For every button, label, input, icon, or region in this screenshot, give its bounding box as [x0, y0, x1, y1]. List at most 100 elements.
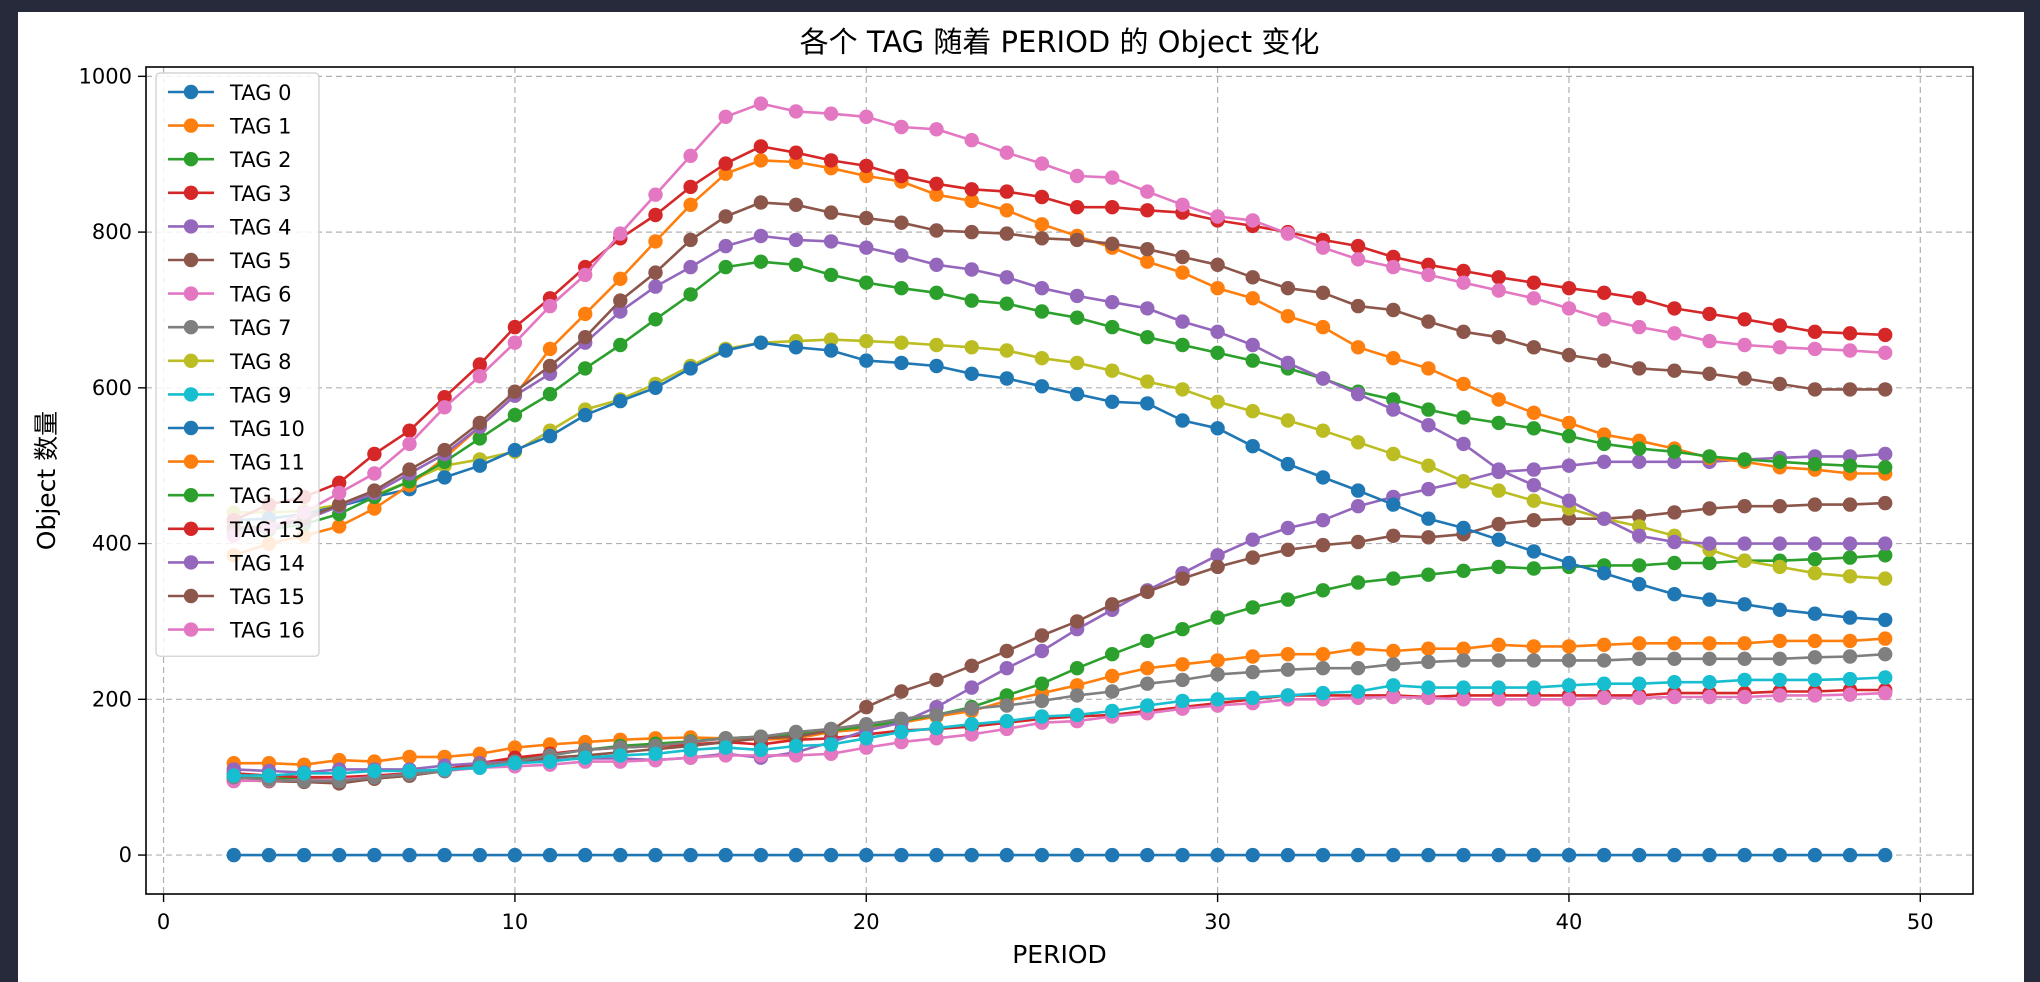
legend-label: TAG 7	[229, 316, 292, 340]
data-point	[1632, 319, 1647, 335]
data-point	[999, 643, 1014, 659]
data-point	[1456, 324, 1471, 339]
data-point	[578, 330, 593, 345]
data-point	[1702, 333, 1717, 349]
data-point	[1842, 550, 1858, 565]
data-point	[1140, 203, 1155, 218]
data-point	[1878, 495, 1893, 511]
data-point	[1737, 553, 1752, 568]
data-point	[1596, 566, 1612, 581]
legend-marker	[183, 219, 199, 234]
data-point	[1034, 189, 1050, 205]
data-point	[1069, 355, 1085, 371]
data-point	[1772, 454, 1788, 469]
data-point	[859, 158, 874, 174]
legend-item-tag-15: TAG 15	[168, 585, 305, 609]
axis-ticks: 0 10 20 30 40 50 0 200 400 600 800 1000	[79, 64, 1934, 934]
data-point	[1069, 200, 1085, 215]
data-point	[437, 847, 452, 863]
data-point	[1386, 497, 1401, 512]
data-point	[1175, 337, 1190, 353]
data-point	[613, 748, 628, 763]
data-point	[1069, 661, 1085, 676]
data-point	[1807, 536, 1823, 551]
legend-marker	[183, 387, 199, 402]
data-point	[507, 335, 523, 350]
data-point	[1280, 662, 1296, 677]
data-point	[788, 257, 804, 272]
data-point	[1456, 376, 1471, 392]
data-point	[999, 847, 1014, 863]
data-point	[472, 458, 487, 473]
data-point	[1069, 288, 1085, 304]
data-point	[648, 746, 663, 761]
data-point	[1807, 633, 1823, 649]
data-point	[1386, 528, 1401, 543]
data-point	[1245, 550, 1260, 565]
data-point	[1350, 661, 1366, 676]
data-point	[1175, 847, 1190, 863]
data-point	[542, 428, 558, 444]
data-point	[1175, 382, 1190, 397]
data-point	[1596, 454, 1612, 469]
legend-label: TAG 3	[229, 182, 292, 206]
data-point	[1491, 392, 1506, 407]
data-point	[261, 847, 277, 863]
data-point	[823, 234, 839, 249]
data-point	[648, 187, 663, 202]
data-point	[1772, 672, 1788, 688]
data-point	[1456, 692, 1471, 707]
data-point	[1034, 628, 1050, 643]
data-point	[1210, 667, 1225, 682]
data-point	[1034, 217, 1050, 232]
data-point	[1421, 257, 1436, 272]
data-point	[823, 153, 839, 168]
data-point	[1034, 304, 1050, 319]
legend-item-tag-14: TAG 14	[168, 551, 305, 575]
data-point	[1315, 371, 1331, 386]
data-point	[1386, 351, 1401, 366]
data-point	[402, 847, 417, 863]
data-point	[1737, 536, 1752, 551]
legend-item-tag-16: TAG 16	[168, 619, 305, 643]
data-point	[1386, 571, 1401, 586]
data-point	[894, 847, 909, 863]
data-point	[1210, 324, 1225, 339]
data-point	[1561, 458, 1577, 473]
data-point	[999, 688, 1014, 703]
data-point	[1702, 306, 1717, 322]
data-point	[718, 847, 733, 863]
data-point	[1702, 847, 1717, 863]
y-tick-label: 600	[92, 376, 132, 400]
x-tick-label: 20	[853, 910, 880, 934]
data-point	[999, 145, 1014, 160]
data-point	[1105, 295, 1120, 310]
data-point	[964, 680, 979, 695]
data-point	[1596, 312, 1612, 327]
data-point	[1878, 685, 1893, 701]
legend-label: TAG 1	[229, 115, 292, 139]
data-point	[1526, 493, 1542, 508]
data-point	[1807, 672, 1823, 688]
data-point	[1526, 340, 1542, 355]
data-point	[1596, 511, 1612, 526]
data-point	[1140, 661, 1155, 676]
data-point	[1069, 847, 1085, 863]
data-point	[999, 343, 1014, 358]
legend-marker	[183, 185, 199, 200]
data-point	[1702, 449, 1717, 464]
data-point	[437, 400, 452, 415]
data-point	[578, 267, 593, 283]
data-point	[1526, 653, 1542, 668]
data-point	[964, 847, 979, 863]
legend-marker	[183, 118, 199, 133]
data-point	[1737, 371, 1752, 386]
data-point	[1421, 690, 1436, 705]
data-point	[1210, 653, 1225, 668]
data-point	[894, 248, 909, 263]
data-point	[1140, 254, 1155, 269]
data-point	[1069, 688, 1085, 703]
data-point	[788, 104, 804, 119]
legend-item-tag-1: TAG 1	[168, 115, 292, 139]
data-point	[1280, 647, 1296, 662]
